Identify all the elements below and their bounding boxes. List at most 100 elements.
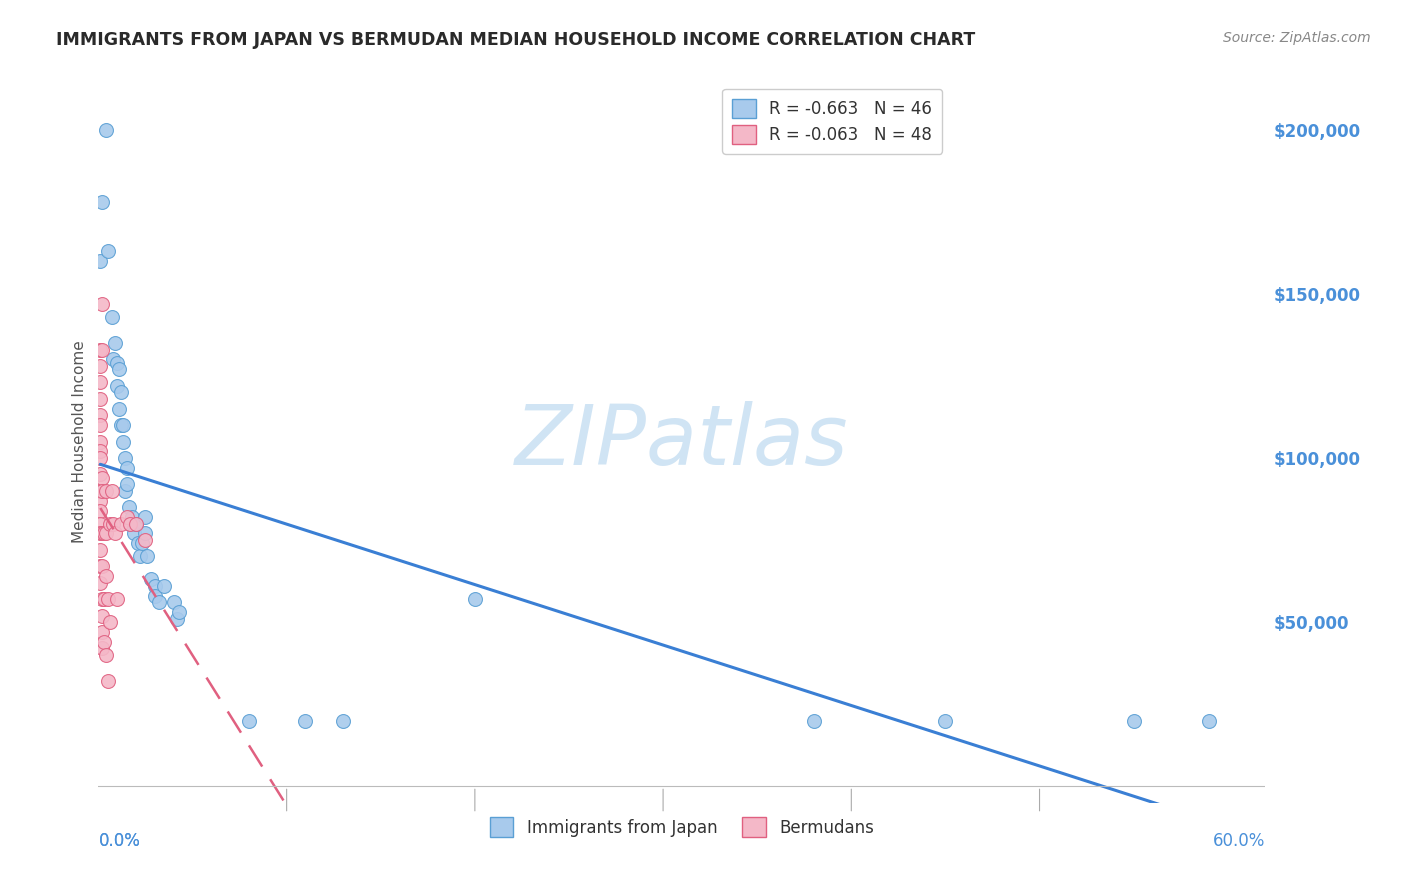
Text: 60.0%: 60.0% — [1213, 831, 1265, 850]
Point — [122, 526, 145, 541]
Point — [91, 608, 114, 623]
Point — [93, 526, 115, 541]
Point — [114, 450, 136, 465]
Point — [464, 592, 486, 607]
Point — [89, 542, 111, 557]
Point — [89, 444, 111, 458]
Point — [91, 625, 114, 640]
Point — [136, 549, 159, 564]
Point — [97, 674, 120, 689]
Point — [166, 612, 188, 626]
Point — [115, 460, 138, 475]
Point — [91, 296, 114, 310]
Point — [100, 310, 122, 324]
Point — [89, 559, 111, 574]
Point — [238, 714, 260, 728]
Point — [89, 450, 111, 465]
Point — [103, 352, 125, 367]
Point — [143, 589, 166, 603]
Point — [89, 575, 111, 590]
Point — [139, 573, 162, 587]
Point — [94, 122, 117, 136]
Point — [110, 516, 132, 531]
Point — [91, 471, 114, 485]
Point — [98, 516, 121, 531]
Point — [120, 516, 142, 531]
Point — [94, 648, 117, 662]
Point — [143, 579, 166, 593]
Point — [148, 595, 170, 609]
Point — [105, 592, 128, 607]
Point — [100, 483, 122, 498]
Text: Source: ZipAtlas.com: Source: ZipAtlas.com — [1223, 31, 1371, 45]
Point — [104, 336, 127, 351]
Point — [89, 483, 111, 498]
Point — [110, 418, 132, 433]
Point — [89, 376, 111, 390]
Point — [98, 615, 121, 630]
Point — [108, 362, 131, 376]
Text: 0.0%: 0.0% — [98, 831, 141, 850]
Point — [294, 714, 316, 728]
Point — [91, 194, 114, 209]
Point — [89, 516, 111, 531]
Point — [94, 569, 117, 583]
Point — [93, 635, 115, 649]
Point — [115, 510, 138, 524]
Point — [89, 434, 111, 449]
Point — [91, 483, 114, 498]
Text: IMMIGRANTS FROM JAPAN VS BERMUDAN MEDIAN HOUSEHOLD INCOME CORRELATION CHART: IMMIGRANTS FROM JAPAN VS BERMUDAN MEDIAN… — [56, 31, 976, 49]
Point — [103, 516, 125, 531]
Text: ZIPatlas: ZIPatlas — [515, 401, 849, 482]
Legend: Immigrants from Japan, Bermudans: Immigrants from Japan, Bermudans — [482, 809, 882, 845]
Point — [153, 579, 176, 593]
Point — [115, 477, 138, 491]
Point — [105, 356, 128, 370]
Text: 0.0%: 0.0% — [98, 831, 141, 850]
Point — [110, 385, 132, 400]
Y-axis label: Median Household Income: Median Household Income — [72, 340, 87, 543]
Point — [134, 510, 156, 524]
Point — [163, 595, 186, 609]
Point — [91, 559, 114, 574]
Point — [332, 714, 354, 728]
Point — [121, 510, 143, 524]
Point — [91, 641, 114, 656]
Point — [105, 378, 128, 392]
Point — [104, 526, 127, 541]
Point — [111, 434, 134, 449]
Point — [93, 592, 115, 607]
Point — [97, 244, 120, 258]
Point — [91, 526, 114, 541]
Point — [803, 714, 825, 728]
Point — [89, 493, 111, 508]
Point — [89, 359, 111, 373]
Point — [94, 526, 117, 541]
Point — [89, 392, 111, 406]
Point — [1122, 714, 1144, 728]
Point — [131, 536, 153, 550]
Point — [120, 516, 142, 531]
Point — [97, 592, 120, 607]
Point — [114, 483, 136, 498]
Point — [117, 500, 139, 515]
Point — [125, 516, 148, 531]
Point — [91, 343, 114, 357]
Point — [89, 467, 111, 482]
Point — [89, 503, 111, 517]
Point — [169, 605, 191, 619]
Point — [934, 714, 956, 728]
Point — [108, 401, 131, 416]
Point — [134, 526, 156, 541]
Point — [89, 409, 111, 423]
Point — [125, 516, 148, 531]
Point — [128, 549, 150, 564]
Point — [89, 526, 111, 541]
Point — [111, 418, 134, 433]
Point — [1198, 714, 1220, 728]
Point — [89, 418, 111, 433]
Point — [94, 483, 117, 498]
Point — [89, 253, 111, 268]
Point — [134, 533, 156, 547]
Point — [91, 592, 114, 607]
